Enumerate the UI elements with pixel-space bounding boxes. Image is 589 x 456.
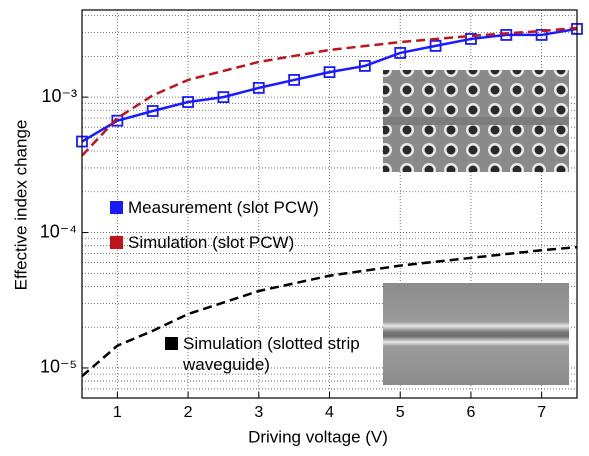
legend-label: Simulation (slotted strip waveguide) bbox=[183, 334, 360, 374]
x-tick-label: 3 bbox=[254, 404, 263, 421]
legend-label: Measurement (slot PCW) bbox=[128, 198, 319, 217]
marker bbox=[252, 81, 265, 94]
series-line bbox=[82, 27, 577, 143]
marker bbox=[288, 74, 301, 86]
plot-frame bbox=[81, 9, 578, 399]
legend-swatch bbox=[110, 201, 123, 214]
marker bbox=[394, 47, 407, 59]
marker bbox=[358, 60, 371, 72]
inset-image-strip bbox=[383, 283, 569, 385]
x-tick-label: 6 bbox=[466, 404, 475, 421]
legend-swatch bbox=[110, 236, 123, 249]
legend-label: Simulation (slot PCW) bbox=[128, 233, 295, 252]
inset-slot bbox=[383, 117, 569, 125]
x-tick-label: 2 bbox=[184, 404, 193, 421]
marker bbox=[465, 33, 477, 45]
x-tick-label: 1 bbox=[113, 404, 122, 421]
marker bbox=[535, 29, 548, 41]
series-line bbox=[82, 26, 577, 157]
marker bbox=[111, 114, 124, 127]
x-tick-label: 4 bbox=[325, 404, 334, 421]
y-axis-label: Effective index change bbox=[11, 120, 30, 291]
y-tick-label: 10⁻⁵ bbox=[40, 357, 77, 377]
marker bbox=[182, 96, 194, 108]
y-tick-label: 10⁻⁴ bbox=[40, 221, 77, 241]
series-line bbox=[82, 245, 577, 378]
y-tick-label: 10⁻³ bbox=[41, 86, 77, 106]
marker bbox=[323, 66, 336, 79]
x-axis-label: Driving voltage (V) bbox=[248, 427, 388, 446]
legend-swatch bbox=[165, 337, 178, 350]
marker bbox=[429, 39, 442, 52]
x-tick-label: 7 bbox=[537, 404, 546, 421]
x-tick-label: 5 bbox=[396, 404, 405, 421]
marker bbox=[217, 91, 230, 104]
marker bbox=[146, 105, 159, 117]
